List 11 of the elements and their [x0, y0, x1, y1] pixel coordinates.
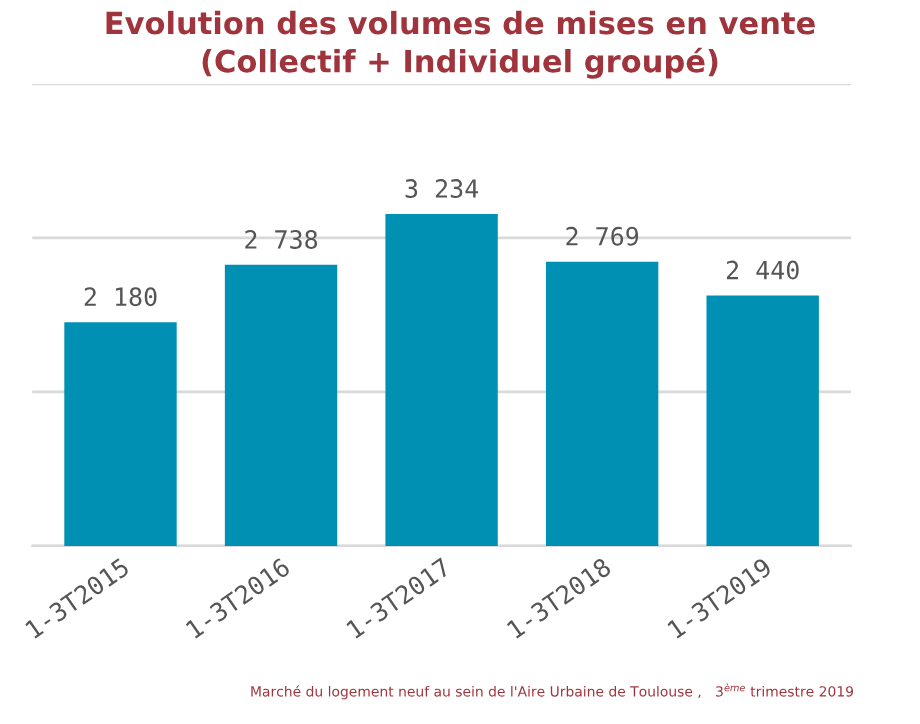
bar: [545, 261, 659, 546]
bar: [706, 295, 819, 546]
data-label: 3 234: [405, 179, 479, 198]
bar: [224, 264, 338, 546]
data-label: 2 769: [566, 226, 639, 246]
chart-title: Evolution des volumes de mises en vente (Collectif + Individuel groupé): [106, 10, 815, 79]
bar: [385, 213, 498, 546]
data-label: 2 440: [726, 260, 799, 280]
bar: [64, 322, 177, 546]
data-label: 2 738: [245, 229, 318, 249]
data-label: 2 180: [84, 287, 157, 307]
